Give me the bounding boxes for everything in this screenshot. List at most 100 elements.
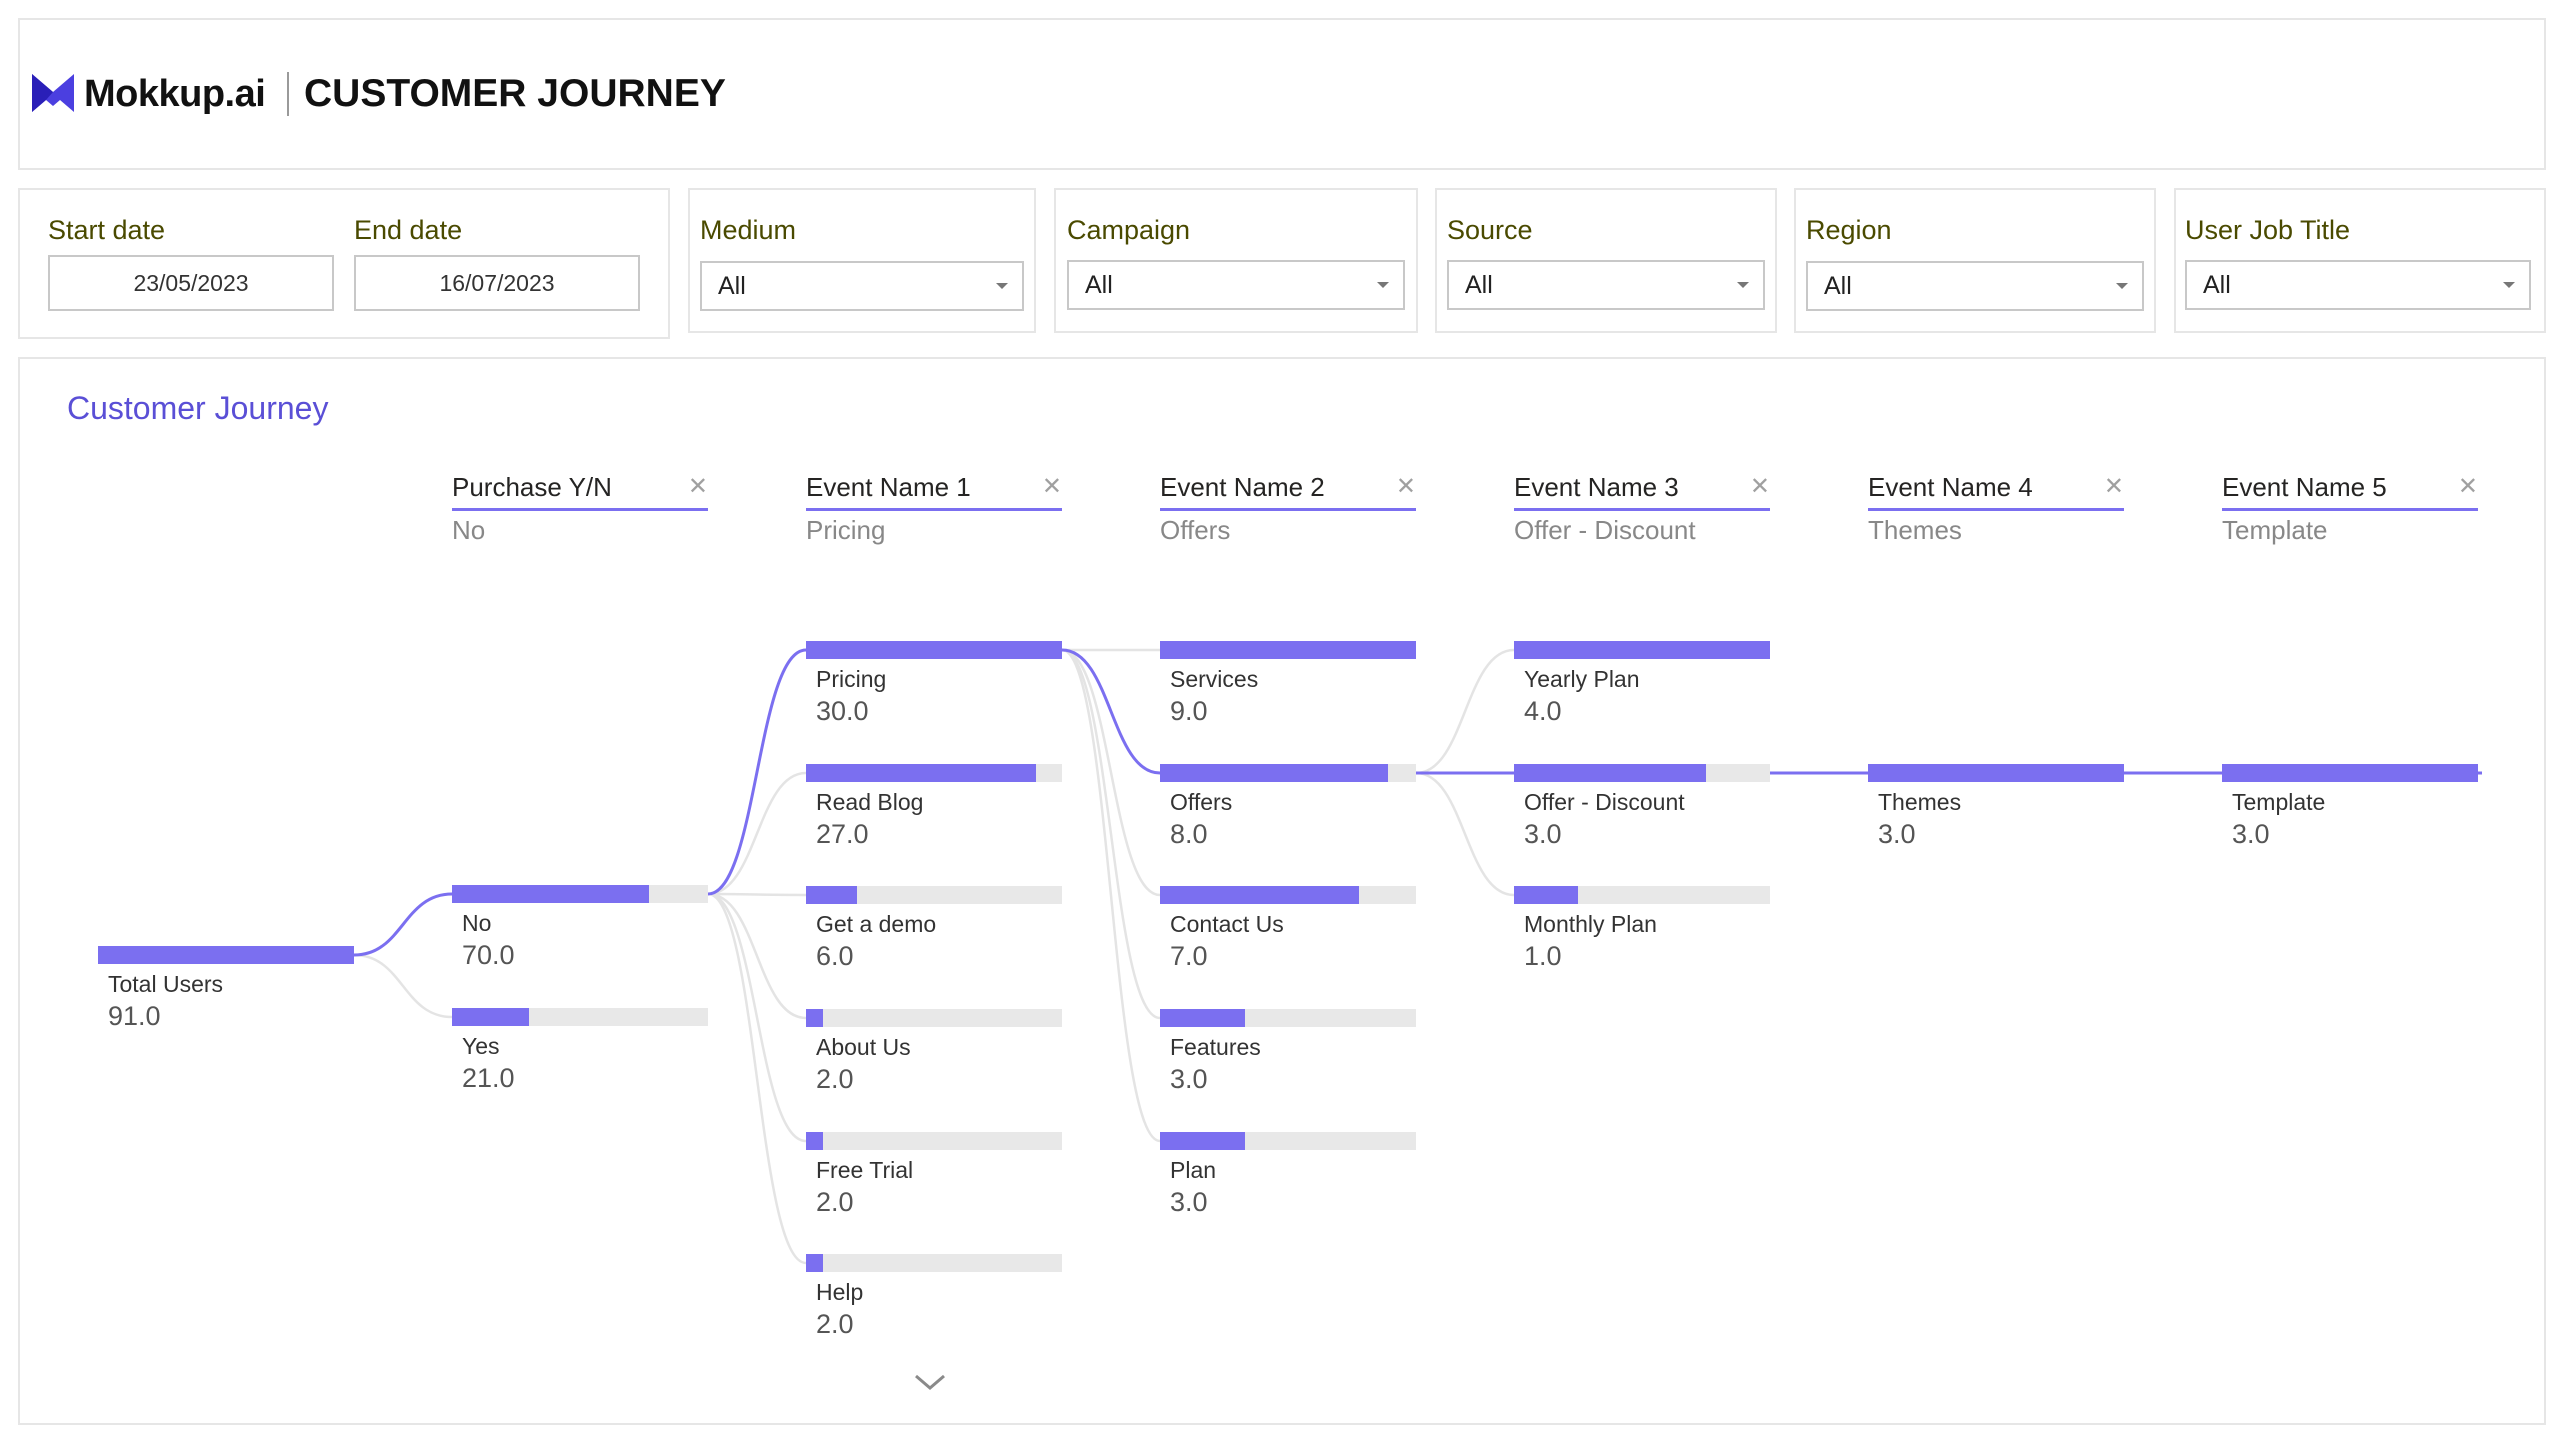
link (707, 892, 807, 1020)
source-dropdown[interactable]: All (1447, 260, 1765, 310)
node-value: 27.0 (816, 819, 869, 849)
node-bar-track (452, 1008, 708, 1026)
node-value: 8.0 (1170, 819, 1208, 849)
level-header-event-name-3: Event Name 3 ✕ (1514, 470, 1770, 534)
node-bar-track (2222, 764, 2478, 782)
node-value: 1.0 (1524, 941, 1562, 971)
node-bar-track (452, 885, 708, 903)
node-bar-track (1160, 886, 1416, 904)
tree-node-total-users[interactable]: Total Users 91.0 (98, 946, 354, 1036)
tree-node-themes[interactable]: Themes 3.0 (1868, 764, 2124, 854)
node-label: Services (1170, 666, 1259, 692)
tree-node-features[interactable]: Features 3.0 (1160, 1009, 1416, 1099)
node-bar-track (806, 764, 1062, 782)
level-underline (1868, 508, 2124, 511)
link (1061, 648, 1161, 897)
close-icon[interactable]: ✕ (2457, 473, 2478, 500)
job-title-value: All (2203, 271, 2231, 299)
close-icon[interactable]: ✕ (2103, 473, 2124, 500)
campaign-value: All (1085, 271, 1113, 299)
tree-node-contact-us[interactable]: Contact Us 7.0 (1160, 886, 1416, 976)
tree-node-plan[interactable]: Plan 3.0 (1160, 1132, 1416, 1222)
node-label: Get a demo (816, 911, 937, 937)
level-name: Event Name 4 (1868, 472, 2033, 502)
node-bar-fill (806, 764, 1036, 782)
node-bar-fill (452, 1008, 529, 1026)
close-icon[interactable]: ✕ (687, 473, 708, 500)
node-value: 2.0 (816, 1064, 854, 1094)
node-value: 9.0 (1170, 696, 1208, 726)
link (1415, 648, 1515, 775)
node-value: 2.0 (816, 1309, 854, 1339)
node-label: Pricing (816, 666, 887, 692)
chevron-down-icon[interactable] (912, 1368, 948, 1396)
node-value: 2.0 (816, 1187, 854, 1217)
level-selected-value: Offer - Discount (1514, 515, 1696, 545)
region-dropdown[interactable]: All (1806, 261, 2144, 311)
node-bar-fill (1514, 764, 1706, 782)
close-icon[interactable]: ✕ (1395, 473, 1416, 500)
source-label: Source (1447, 215, 1533, 245)
node-label: No (462, 910, 492, 936)
end-date-label: End date (354, 215, 463, 245)
node-bar-fill (1160, 764, 1388, 782)
node-bar-track (1868, 764, 2124, 782)
link (707, 771, 807, 896)
node-label: Yearly Plan (1524, 666, 1640, 692)
close-icon[interactable]: ✕ (1749, 473, 1770, 500)
level-selected-value: Pricing (806, 515, 886, 545)
tree-node-template[interactable]: Template 3.0 (2222, 764, 2478, 854)
source-value: All (1465, 271, 1493, 299)
node-value: 3.0 (1170, 1187, 1208, 1217)
node-bar-track (1160, 1009, 1416, 1027)
tree-node-offer-discount[interactable]: Offer - Discount 3.0 (1514, 764, 1770, 854)
level-header-purchase-y-n: Purchase Y/N ✕ (452, 470, 708, 534)
level-selected-value: Template (2222, 515, 2328, 545)
tree-node-free-trial[interactable]: Free Trial 2.0 (806, 1132, 1062, 1222)
medium-dropdown[interactable]: All (700, 261, 1024, 311)
node-value: 21.0 (462, 1063, 515, 1093)
node-value: 70.0 (462, 940, 515, 970)
link (707, 892, 807, 1143)
node-value: 30.0 (816, 696, 869, 726)
node-bar-fill (1514, 641, 1770, 659)
node-bar-track (806, 1254, 1062, 1272)
node-bar-track (806, 1009, 1062, 1027)
tree-node-help[interactable]: Help 2.0 (806, 1254, 1062, 1344)
visual-title: Customer Journey (67, 390, 329, 426)
tree-node-offers[interactable]: Offers 8.0 (1160, 764, 1416, 854)
node-label: About Us (816, 1034, 911, 1060)
tree-node-about-us[interactable]: About Us 2.0 (806, 1009, 1062, 1099)
node-bar-fill (1160, 886, 1359, 904)
tree-node-yes[interactable]: Yes 21.0 (452, 1008, 708, 1098)
active-link (353, 892, 453, 957)
job-title-dropdown[interactable]: All (2185, 260, 2531, 310)
level-name: Purchase Y/N (452, 472, 612, 502)
level-name: Event Name 1 (806, 472, 971, 502)
close-icon[interactable]: ✕ (1041, 473, 1062, 500)
node-value: 7.0 (1170, 941, 1208, 971)
node-bar-fill (1514, 886, 1578, 904)
chevron-down-icon (2116, 283, 2128, 289)
tree-node-get-a-demo[interactable]: Get a demo 6.0 (806, 886, 1062, 976)
link (1061, 648, 1161, 1020)
node-label: Free Trial (816, 1157, 914, 1183)
start-date-input[interactable]: 23/05/2023 (48, 255, 334, 311)
campaign-dropdown[interactable]: All (1067, 260, 1405, 310)
tree-node-read-blog[interactable]: Read Blog 27.0 (806, 764, 1062, 854)
node-bar-fill (806, 1254, 823, 1272)
chevron-down-icon (2503, 282, 2515, 288)
level-selected-value: Themes (1868, 515, 1962, 545)
level-underline (1160, 508, 1416, 511)
tree-node-pricing[interactable]: Pricing 30.0 (806, 641, 1062, 731)
active-link (707, 648, 807, 896)
tree-node-no[interactable]: No 70.0 (452, 885, 708, 975)
node-bar-track (1160, 1132, 1416, 1150)
level-underline (2222, 508, 2478, 511)
tree-node-yearly-plan[interactable]: Yearly Plan 4.0 (1514, 641, 1770, 731)
end-date-input[interactable]: 16/07/2023 (354, 255, 640, 311)
tree-node-monthly-plan[interactable]: Monthly Plan 1.0 (1514, 886, 1770, 976)
tree-node-services[interactable]: Services 9.0 (1160, 641, 1416, 731)
region-label: Region (1806, 215, 1892, 245)
